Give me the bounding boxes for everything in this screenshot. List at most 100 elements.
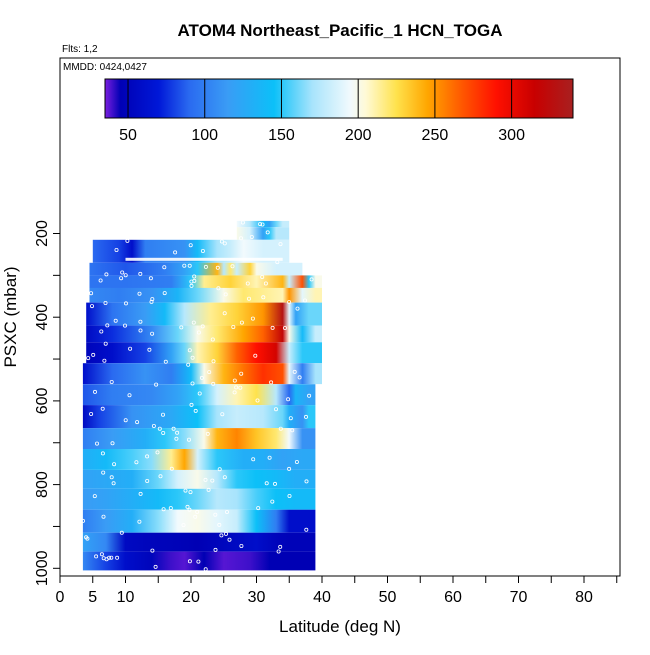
observation-marker — [199, 375, 204, 380]
observation-marker — [295, 306, 300, 311]
observation-marker — [286, 397, 291, 402]
observation-marker — [168, 506, 173, 511]
observation-marker — [287, 466, 292, 471]
x-tick-label: 20 — [182, 589, 200, 606]
observation-marker — [155, 450, 160, 455]
observation-marker — [234, 385, 239, 390]
observation-marker — [104, 272, 109, 277]
observation-marker — [297, 375, 302, 380]
observation-marker — [288, 416, 293, 421]
observation-marker — [192, 278, 197, 283]
observation-marker — [222, 241, 227, 246]
observation-marker — [94, 554, 99, 559]
observation-marker — [109, 555, 114, 560]
observation-marker — [158, 474, 163, 479]
heatmap-band — [82, 405, 316, 429]
observation-marker — [196, 559, 201, 564]
observation-marker — [232, 390, 237, 395]
observation-marker — [219, 239, 224, 244]
observation-marker — [93, 389, 98, 394]
observation-marker — [113, 318, 118, 323]
y-axis: 200 400 600 800 1000 — [34, 220, 60, 586]
observation-marker — [114, 247, 119, 252]
observation-marker — [98, 278, 103, 283]
observation-marker — [90, 304, 95, 309]
observation-marker — [220, 412, 225, 417]
observation-marker — [115, 555, 120, 560]
observation-marker — [265, 230, 270, 235]
observation-marker — [272, 481, 277, 486]
observation-marker — [245, 281, 250, 286]
observation-marker — [186, 362, 191, 367]
x-tick-label: 10 — [117, 589, 135, 606]
observation-marker — [161, 430, 166, 435]
observation-marker — [269, 380, 274, 385]
observation-marker — [173, 250, 178, 255]
observation-marker — [179, 325, 184, 330]
observation-marker — [193, 514, 198, 519]
heatmap-band — [82, 428, 316, 449]
observation-marker — [246, 296, 251, 301]
observation-marker — [138, 319, 143, 324]
observation-marker — [197, 391, 202, 396]
observation-marker — [211, 359, 216, 364]
observation-marker — [119, 276, 124, 281]
observation-marker — [124, 301, 129, 306]
observation-marker — [150, 331, 155, 336]
observation-marker — [103, 300, 108, 305]
observation-marker — [213, 547, 218, 552]
observation-marker — [101, 514, 106, 519]
observation-marker — [86, 356, 91, 361]
observation-marker — [210, 478, 215, 483]
observation-marker — [138, 328, 143, 333]
observation-marker — [112, 462, 117, 467]
observation-marker — [181, 523, 186, 528]
observation-marker — [302, 298, 307, 303]
observation-marker — [185, 504, 190, 509]
observation-marker — [148, 276, 153, 281]
x-axis: 0 5 10 20 30 40 50 60 70 80 — [56, 576, 618, 606]
observation-marker — [267, 455, 272, 460]
observation-marker — [169, 466, 174, 471]
heatmap-band — [89, 287, 322, 303]
observation-marker — [91, 352, 96, 357]
observation-marker — [270, 499, 275, 504]
observation-marker — [307, 393, 312, 398]
y-axis-label: PSXC (mbar) — [1, 266, 20, 367]
observation-marker — [303, 414, 308, 419]
heatmap-layer — [82, 220, 323, 571]
observation-marker — [174, 436, 179, 441]
observation-marker — [210, 337, 215, 342]
observation-marker — [200, 248, 205, 253]
x-tick-label: 0 — [56, 589, 65, 606]
observation-marker — [175, 430, 180, 435]
observation-marker — [232, 378, 237, 383]
observation-marker — [81, 518, 86, 523]
observation-marker — [191, 320, 196, 325]
dates-annotation: MMDD: 0424,0427 — [63, 62, 147, 73]
observation-markers — [81, 220, 314, 572]
observation-marker — [99, 329, 104, 334]
observation-marker — [138, 491, 143, 496]
observation-marker — [190, 381, 195, 386]
observation-marker — [206, 487, 211, 492]
colorbar-tick-label: 200 — [345, 127, 372, 144]
observation-marker — [188, 490, 193, 495]
observation-marker — [89, 411, 94, 416]
observation-marker — [239, 371, 244, 376]
observation-marker — [253, 353, 258, 358]
observation-marker — [223, 531, 228, 536]
observation-marker — [304, 527, 309, 532]
observation-marker — [292, 369, 297, 374]
observation-marker — [258, 222, 263, 227]
observation-marker — [270, 325, 275, 330]
observation-marker — [222, 475, 227, 480]
heatmap-band — [86, 302, 322, 326]
observation-marker — [200, 324, 205, 329]
observation-marker — [187, 507, 192, 512]
observation-marker — [145, 454, 150, 459]
observation-marker — [157, 426, 162, 431]
observation-marker — [134, 460, 139, 465]
observation-marker — [151, 423, 156, 428]
